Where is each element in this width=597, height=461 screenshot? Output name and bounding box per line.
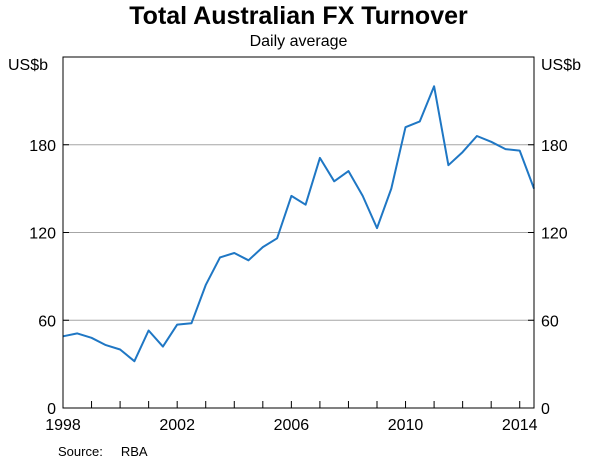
y-axis-label-right: US$b [541,57,581,74]
y-tick-label-left: 60 [38,313,56,330]
y-tick-label-left: 180 [29,138,56,155]
series-line [62,85,535,363]
tick-labels: 0 0 60 60 120 120 180 180 1998 2002 2006 2010 2014 [29,138,568,434]
source-value: RBA [120,444,148,459]
gridlines [63,144,534,321]
x-tick-label: 2006 [274,417,310,434]
x-tick-label: 1998 [45,417,81,434]
source-label: Source: [58,444,103,459]
y-tick-label-right: 0 [541,401,550,418]
chart-title: Total Australian FX Turnover [129,2,468,30]
plot-frame [62,56,535,409]
y-tick-label-left: 0 [47,401,56,418]
y-tick-label-right: 120 [541,226,568,243]
chart-subtitle: Daily average [249,33,348,50]
axis-ticks [62,144,534,409]
y-axis-label-left: US$b [8,57,48,74]
y-tick-label-left: 120 [29,226,56,243]
x-tick-label: 2014 [502,417,538,434]
source-note: Source: RBA [58,444,148,459]
y-tick-label-right: 180 [541,138,568,155]
y-tick-label-right: 60 [541,313,559,330]
x-tick-label: 2010 [388,417,424,434]
x-tick-label: 2002 [159,417,195,434]
